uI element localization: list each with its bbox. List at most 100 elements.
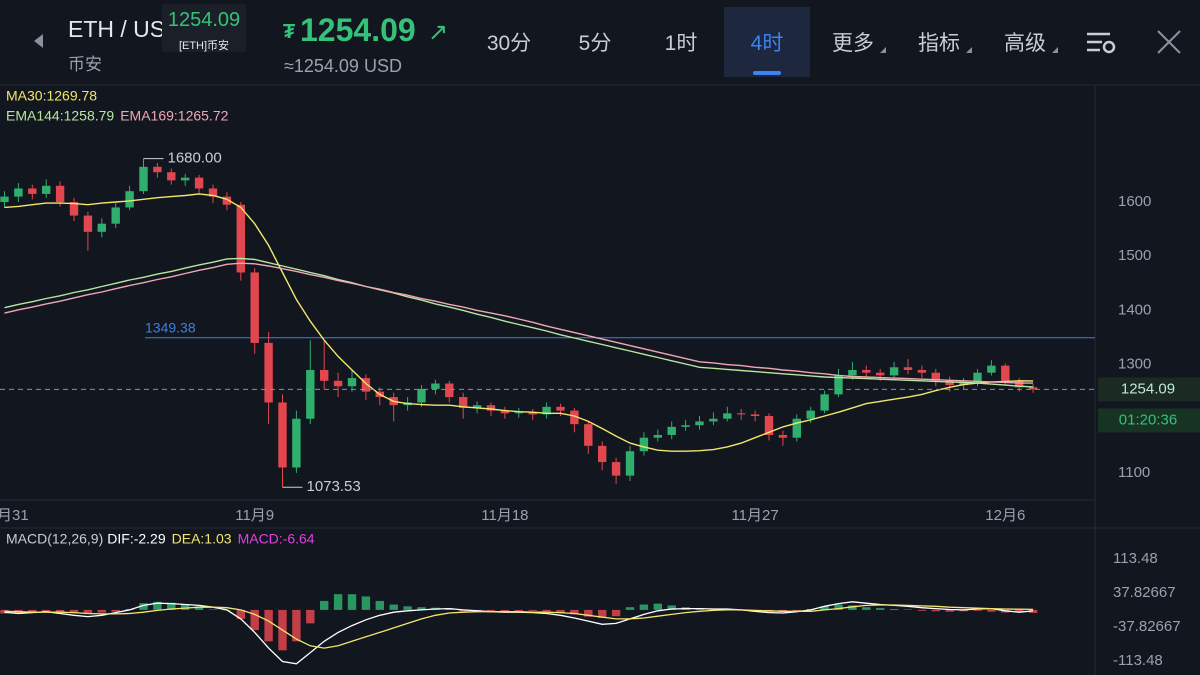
- macd-bar: [653, 603, 662, 610]
- macd-bar: [903, 609, 913, 610]
- macd-bar: [945, 609, 954, 612]
- candle-body: [750, 414, 760, 417]
- interval-tab[interactable]: 1时: [664, 32, 698, 55]
- macd-bar: [959, 609, 968, 612]
- macd-bar: [570, 609, 579, 615]
- close-icon[interactable]: [1157, 30, 1181, 54]
- back-button[interactable]: [34, 34, 43, 48]
- macd-bar: [917, 609, 927, 611]
- candle-body: [973, 372, 982, 382]
- candle-body: [181, 177, 190, 181]
- x-tick-label: 11月27: [731, 507, 778, 524]
- last-price-label: 1254.09: [1121, 380, 1175, 397]
- macd-bar: [389, 604, 398, 610]
- candle-body: [639, 437, 649, 452]
- macd-bar: [236, 609, 245, 619]
- macd-bar: [153, 601, 162, 610]
- candle-body: [903, 367, 913, 370]
- candle-body: [250, 272, 259, 343]
- candle-body: [1015, 380, 1024, 388]
- candle-body: [486, 405, 496, 411]
- candle-body: [834, 375, 843, 395]
- candle-body: [445, 383, 454, 398]
- y-tick-label: -113.48: [1113, 652, 1163, 669]
- macd-bar: [486, 609, 496, 613]
- candle-body: [97, 223, 106, 232]
- candle-body: [625, 451, 635, 476]
- candle-body: [500, 410, 510, 414]
- macd-bar: [611, 609, 621, 617]
- interval-tab[interactable]: 指标: [896, 7, 982, 77]
- macd-bar: [194, 606, 204, 610]
- candle-body: [611, 462, 621, 476]
- candle-body: [264, 342, 273, 403]
- interval-tab[interactable]: 4时: [724, 7, 810, 77]
- y-tick-label: 1400: [1118, 301, 1151, 318]
- macd-bar: [459, 609, 468, 612]
- legend-entry: DEA:1.03: [172, 531, 232, 547]
- price-usd: ≈1254.09 USD: [284, 56, 402, 76]
- candle-body: [278, 402, 287, 468]
- interval-tab[interactable]: 高级: [982, 7, 1068, 77]
- macd-bar: [403, 606, 412, 610]
- interval-tab[interactable]: 更多: [810, 7, 896, 77]
- interval-tab[interactable]: 5分: [578, 32, 612, 55]
- macd-bar: [1015, 609, 1024, 613]
- macd-bar: [208, 609, 218, 610]
- candle-body: [820, 394, 829, 411]
- candle-body: [236, 204, 245, 273]
- macd-bar: [862, 607, 871, 610]
- trend-arrow: ↗: [428, 19, 449, 46]
- candle-body: [945, 380, 954, 386]
- candle-body: [431, 383, 440, 389]
- annotation-label: 1073.53: [307, 478, 361, 495]
- candle-body: [55, 185, 65, 203]
- y-tick-label: 1100: [1118, 464, 1150, 481]
- macd-bar: [69, 609, 79, 614]
- candle-body: [598, 445, 607, 463]
- candle-body: [347, 378, 357, 387]
- macd-bar: [333, 594, 343, 610]
- candle-body: [778, 434, 788, 438]
- last-price: 1254.09: [300, 12, 416, 48]
- candle-body: [709, 418, 718, 422]
- y-tick-label: -37.82667: [1113, 618, 1181, 635]
- horizontal-line-label: 1349.38: [145, 320, 196, 336]
- currency-icon: ₮: [283, 21, 296, 43]
- badge-label: [ETH]币安: [178, 40, 230, 52]
- macd-bar: [528, 609, 537, 611]
- interval-tab[interactable]: 30分: [486, 32, 532, 55]
- macd-bar: [931, 609, 940, 612]
- last-price-box: [1098, 377, 1200, 402]
- candle-body: [306, 369, 315, 419]
- y-tick-label: 1300: [1118, 356, 1151, 373]
- macd-bar: [55, 609, 65, 613]
- x-tick-label: 10月31: [0, 507, 29, 524]
- candle-body: [320, 369, 329, 381]
- macd-bar: [375, 600, 384, 610]
- candle-body: [723, 413, 732, 419]
- macd-bar: [639, 604, 649, 610]
- annotation-label: 1680.00: [168, 150, 222, 167]
- countdown: 01:20:36: [1119, 411, 1177, 428]
- candle-body: [792, 418, 801, 438]
- candle-body: [1001, 365, 1010, 381]
- legend-entry: EMA169:1265.72: [120, 108, 228, 124]
- candle-body: [806, 410, 815, 419]
- macd-bar: [83, 609, 93, 614]
- candle-body: [764, 416, 774, 435]
- candle-body: [917, 369, 927, 373]
- candle-body: [417, 388, 426, 403]
- candle-body: [42, 185, 51, 194]
- candle-body: [472, 405, 482, 408]
- macd-bar: [584, 609, 593, 617]
- candle-body: [681, 425, 690, 427]
- macd-bar: [542, 609, 551, 612]
- candle-body: [69, 202, 79, 216]
- candle-body: [889, 367, 899, 376]
- macd-bar: [97, 609, 106, 613]
- settings-icon[interactable]: [1087, 32, 1116, 54]
- candle-body: [0, 196, 9, 203]
